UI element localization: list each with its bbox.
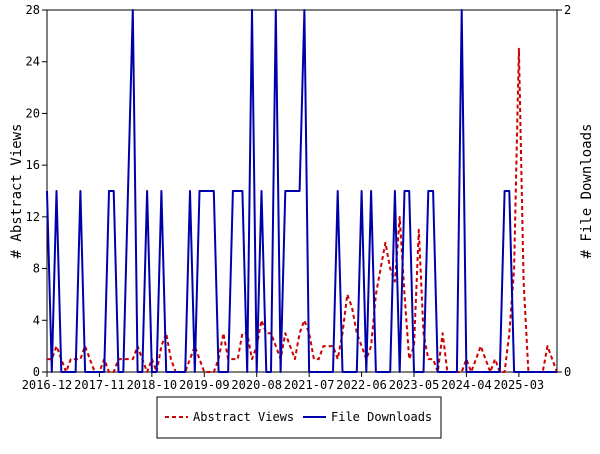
right-tick-label: 2 [564,3,571,17]
right-axis: 02 [557,3,571,379]
x-tick-label: 2020-08 [231,378,282,392]
x-tick-label: 2019-09 [179,378,230,392]
x-tick-label: 2016-12 [22,378,73,392]
legend: Abstract Views File Downloads [156,396,442,439]
x-tick-label: 2018-10 [127,378,178,392]
x-tick-label: 2025-03 [494,378,545,392]
left-tick-label: 0 [33,365,40,379]
left-tick-label: 20 [26,106,40,120]
x-tick-label: 2022-06 [336,378,387,392]
series-line-file-downloads [46,9,557,373]
legend-label-abstract-views: Abstract Views [193,410,294,424]
x-tick-label: 2023-05 [389,378,440,392]
series-layer [46,9,558,373]
x-axis: 2016-12 2017-11 2018-10 2019-09 2020-08 2021-… [22,372,544,392]
legend-label-file-downloads: File Downloads [331,410,432,424]
y-axis-label-left: # Abstract Views [9,124,25,259]
left-tick-label: 4 [33,313,40,327]
left-tick-label: 28 [26,3,40,17]
y-axis-label-right: # File Downloads [579,124,595,259]
left-tick-label: 12 [26,210,40,224]
x-tick-label: 2021-07 [284,378,335,392]
legend-box [156,396,442,439]
right-tick-label: 0 [564,365,571,379]
left-tick-label: 16 [26,158,40,172]
x-tick-label: 2024-04 [441,378,492,392]
left-tick-label: 24 [26,55,40,69]
x-tick-label: 2017-11 [74,378,125,392]
left-tick-label: 8 [33,262,40,276]
left-axis: 0 4 8 12 16 20 24 28 [26,3,47,379]
series-line-abstract-views [47,47,558,373]
